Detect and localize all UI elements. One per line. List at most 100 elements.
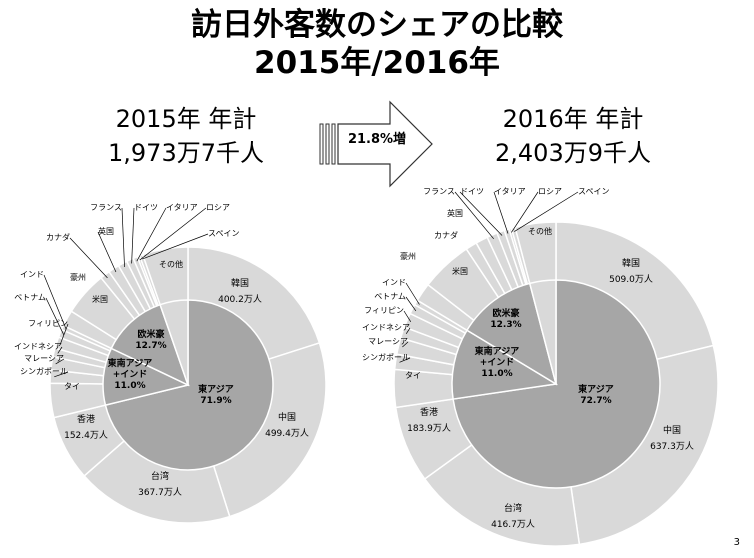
inner-slice-欧米豪 <box>465 282 558 386</box>
country-label: スペイン <box>578 187 609 196</box>
country-label: 米国 <box>452 266 468 276</box>
total-2015-heading: 2015年 年計 <box>115 105 257 133</box>
total-2015: 2015年 年計 1,973万7千人 <box>86 102 286 170</box>
growth-arrow: 21.8%増 <box>318 100 438 192</box>
country-label: 韓国 <box>231 278 249 289</box>
region-label: 欧米豪 <box>137 328 164 340</box>
country-label: マレーシア <box>368 337 408 346</box>
total-2016: 2016年 年計 2,403万9千人 <box>473 102 673 170</box>
region-percent: 12.7% <box>135 341 166 351</box>
country-label: 英国 <box>98 226 114 236</box>
country-label: ドイツ <box>460 187 484 196</box>
country-value: 499.4万人 <box>265 428 309 439</box>
leader-line <box>136 207 167 262</box>
country-label: タイ <box>405 371 421 380</box>
country-label: 中国 <box>278 411 296 423</box>
country-value: 400.2万人 <box>218 294 262 305</box>
region-percent: 71.9% <box>200 396 231 406</box>
country-value: 637.3万人 <box>650 441 694 452</box>
inner-slice-東南アジア-+インド <box>451 329 559 400</box>
total-2015-value: 1,973万7千人 <box>108 139 264 167</box>
total-2016-value: 2,403万9千人 <box>495 139 651 167</box>
country-label: ドイツ <box>134 203 158 212</box>
country-label: シンガポール <box>20 366 68 376</box>
country-label: インドネシア <box>14 342 62 351</box>
country-label: シンガポール <box>362 352 410 362</box>
country-label: その他 <box>528 226 552 236</box>
inner-slice-other <box>159 299 189 386</box>
leader-line <box>97 231 117 273</box>
leader-line <box>405 282 420 305</box>
region-label: 東アジア <box>578 383 614 395</box>
country-label: インド <box>382 278 406 287</box>
leader-line <box>405 327 411 334</box>
country-label: ロシア <box>206 203 230 212</box>
total-2016-heading: 2016年 年計 <box>502 105 644 133</box>
region-label: 欧米豪 <box>492 307 519 319</box>
country-label: 韓国 <box>622 258 640 269</box>
leader-line <box>402 341 409 348</box>
leader-line <box>493 191 509 234</box>
country-value: 183.9万人 <box>407 423 451 434</box>
country-label: 豪州 <box>70 272 86 282</box>
country-label: カナダ <box>434 230 458 240</box>
leader-line <box>405 296 417 312</box>
region-label: +インド <box>113 369 148 380</box>
country-label: インドネシア <box>362 323 410 332</box>
country-label: フィリピン <box>364 306 404 315</box>
leader-line <box>131 207 135 264</box>
country-value: 416.7万人 <box>491 519 535 530</box>
country-label: 英国 <box>447 208 463 218</box>
growth-arrow-icon <box>319 100 433 188</box>
country-label: マレーシア <box>24 354 64 363</box>
region-label: 東南アジア <box>108 357 153 369</box>
country-label: 香港 <box>420 406 438 418</box>
slide-subtitle: 2015年/2016年 <box>254 45 500 81</box>
country-label: 台湾 <box>151 470 169 482</box>
country-label: インド <box>20 270 44 279</box>
leader-line <box>139 207 207 261</box>
inner-slice-other <box>528 279 557 385</box>
leader-line <box>43 274 67 330</box>
country-label: イタリア <box>166 203 198 212</box>
region-percent: 11.0% <box>481 369 512 379</box>
country-label: タイ <box>64 382 80 391</box>
country-label: 豪州 <box>400 251 416 261</box>
leader-line <box>454 191 494 240</box>
leader-line <box>399 357 411 363</box>
country-value: 509.0万人 <box>609 274 653 285</box>
region-label: 東アジア <box>198 383 234 395</box>
leader-line <box>60 323 69 344</box>
leader-line <box>45 297 65 335</box>
leader-line <box>55 358 65 365</box>
country-value: 152.4万人 <box>64 430 108 441</box>
country-label: ベトナム <box>14 293 46 302</box>
leader-line <box>403 310 412 323</box>
region-percent: 11.0% <box>114 381 145 391</box>
region-label: +インド <box>480 357 515 368</box>
region-percent: 12.3% <box>490 320 521 330</box>
country-label: ベトナム <box>374 292 406 301</box>
region-percent: 72.7% <box>580 396 611 406</box>
country-label: 米国 <box>92 294 108 304</box>
country-label: フィリピン <box>28 319 68 328</box>
leader-line <box>459 191 503 236</box>
leader-line <box>514 191 579 232</box>
leader-line <box>54 371 69 378</box>
page-number: 3 <box>733 537 740 548</box>
leader-line <box>142 233 209 260</box>
country-label: 香港 <box>77 413 95 425</box>
region-label: 東南アジア <box>475 345 520 357</box>
leader-line <box>69 237 108 279</box>
leader-line <box>57 346 63 354</box>
country-label: スペイン <box>208 229 239 238</box>
country-label: その他 <box>159 259 183 269</box>
growth-label: 21.8%増 <box>347 132 407 147</box>
country-value: 367.7万人 <box>138 487 182 498</box>
leader-line <box>511 191 539 233</box>
country-label: 台湾 <box>504 502 522 514</box>
country-label: ロシア <box>538 187 562 196</box>
leader-line <box>121 207 125 268</box>
